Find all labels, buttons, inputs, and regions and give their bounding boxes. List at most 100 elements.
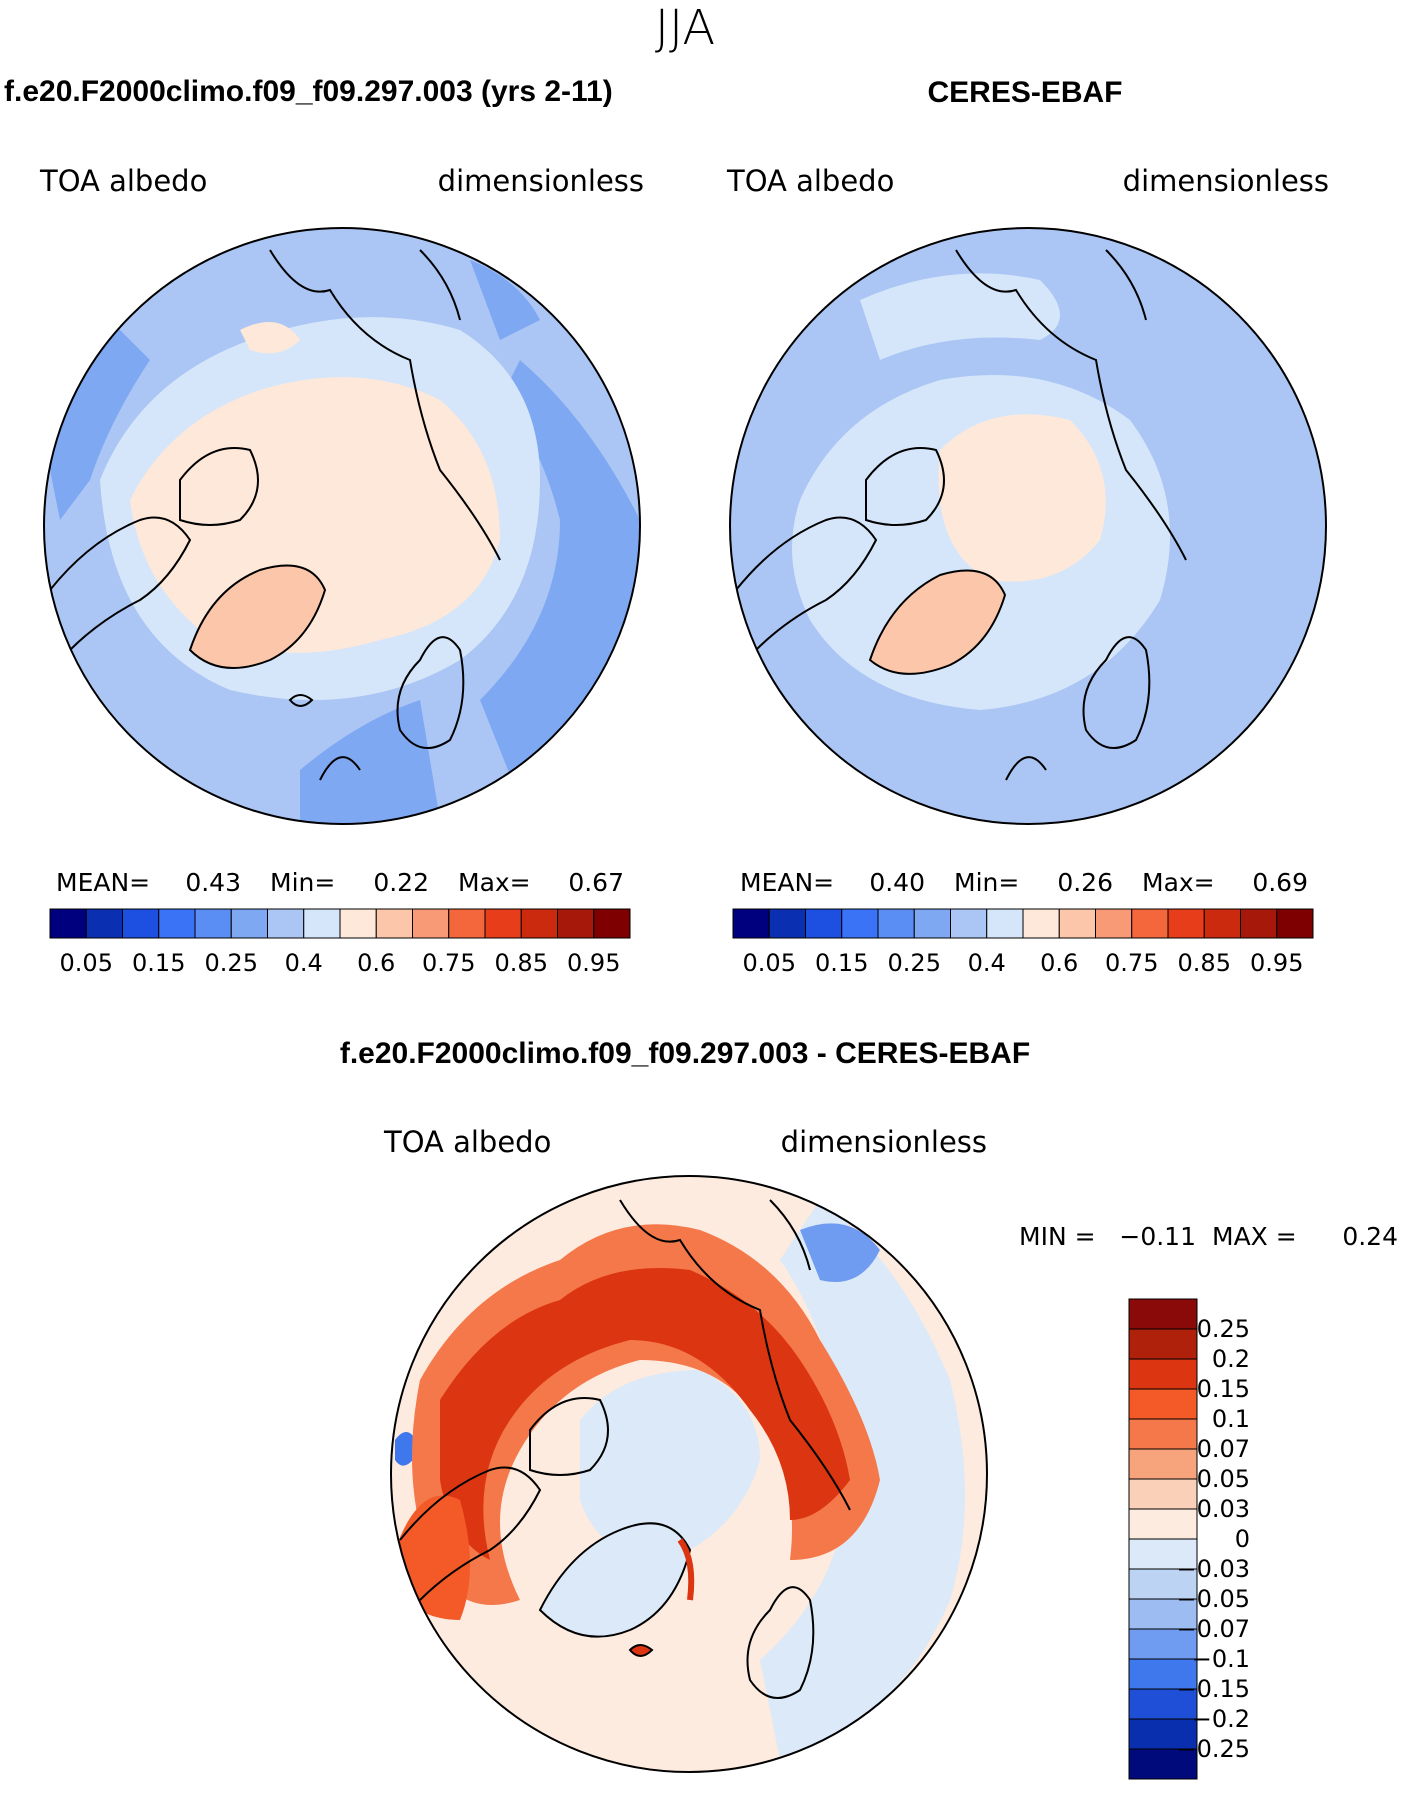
colorbar-swatch [194, 908, 232, 939]
colorbar-swatch [732, 908, 770, 939]
diff-colorbar-tick-label: 0.1 [1212, 1405, 1250, 1433]
colorbar-swatch [412, 908, 450, 939]
stat-max-label: Max= [458, 868, 531, 897]
colorbar-tick-label: 0.75 [1105, 949, 1158, 977]
panel-left-units: dimensionless [438, 164, 644, 198]
panel-left-variable: TOA albedo [39, 164, 207, 198]
stat-min-value: 0.26 [1057, 868, 1113, 897]
stat-min-value: 0.22 [373, 868, 429, 897]
diff-colorbar-tick-label: 0 [1235, 1525, 1250, 1553]
panel-right-stats: MEAN= 0.40 Min= 0.26 Max= 0.69 [740, 868, 1308, 897]
colorbar-right: 0.05 0.15 0.25 0.4 0.6 0.75 0.85 0.95 [732, 908, 1314, 977]
stat-max-value: 0.69 [1252, 868, 1308, 897]
diff-colorbar-swatch [1128, 1688, 1198, 1720]
colorbar-tick-label: 0.6 [1040, 949, 1078, 977]
diff-colorbar-swatch [1128, 1658, 1198, 1690]
diff-colorbar-tick-label: 0.03 [1197, 1495, 1250, 1523]
diff-colorbar-swatch [1128, 1298, 1198, 1330]
panel-left-stats: MEAN= 0.43 Min= 0.22 Max= 0.67 [56, 868, 624, 897]
colorbar-swatch [913, 908, 951, 939]
stat-mean-value: 0.40 [869, 868, 925, 897]
colorbar-tick-label: 0.85 [1178, 949, 1231, 977]
diff-colorbar-swatch [1128, 1328, 1198, 1360]
diff-min-value: −0.11 [1119, 1222, 1196, 1251]
colorbar-swatch [593, 908, 631, 939]
diff-minmax: MIN = −0.11 MAX = 0.24 [1019, 1222, 1398, 1251]
diff-colorbar-tick-label: 0.25 [1197, 1315, 1250, 1343]
colorbar-swatch [986, 908, 1024, 939]
colorbar-swatch [768, 908, 806, 939]
colorbar-swatch [303, 908, 341, 939]
diff-colorbar-tick-label: −0.1 [1192, 1645, 1250, 1673]
colorbar-tick-label: 0.25 [205, 949, 258, 977]
panel-right-units: dimensionless [1123, 164, 1329, 198]
stat-mean-value: 0.43 [185, 868, 241, 897]
colorbar-swatch [805, 908, 843, 939]
map-left [44, 228, 640, 824]
colorbar-swatch [520, 908, 558, 939]
diff-colorbar-tick-label: −0.05 [1176, 1585, 1250, 1613]
map-right-outline [729, 227, 1327, 825]
colorbar-swatch [1058, 908, 1096, 939]
stat-max-value: 0.67 [568, 868, 624, 897]
diff-max-value: 0.24 [1342, 1222, 1398, 1251]
diff-colorbar-tick-label: 0.2 [1212, 1345, 1250, 1373]
colorbar-tick-label: 0.4 [285, 949, 323, 977]
colorbar-swatch [375, 908, 413, 939]
colorbar-swatch [877, 908, 915, 939]
diff-colorbar-tick-label: −0.25 [1176, 1735, 1250, 1763]
panel-left-title: f.e20.F2000climo.f09_f09.297.003 (yrs 2-… [4, 75, 613, 108]
diff-colorbar-swatch [1128, 1508, 1198, 1540]
colorbar-tick-label: 0.15 [815, 949, 868, 977]
diff-colorbar-tick-label: −0.07 [1176, 1615, 1250, 1643]
diff-colorbar-swatch [1128, 1358, 1198, 1390]
colorbar-swatch [1022, 908, 1060, 939]
colorbar-swatch [1240, 908, 1278, 939]
colorbar-swatch [267, 908, 305, 939]
colorbar-swatch [1276, 908, 1314, 939]
map-diff-outline [390, 1175, 988, 1773]
diff-title: f.e20.F2000climo.f09_f09.297.003 - CERES… [340, 1037, 1030, 1070]
colorbar-swatch [339, 908, 377, 939]
colorbar-swatch [1131, 908, 1169, 939]
map-diff [391, 1176, 987, 1772]
map-left-outline [43, 227, 641, 825]
colorbar-tick-label: 0.95 [1250, 949, 1303, 977]
diff-colorbar-tick-label: −0.03 [1176, 1555, 1250, 1583]
diff-max-label: MAX = [1212, 1222, 1297, 1251]
diff-colorbar-swatch [1128, 1448, 1198, 1480]
colorbar-swatch [484, 908, 522, 939]
season-title: JJA [655, 0, 715, 56]
colorbar-swatch [841, 908, 879, 939]
colorbar-swatch [1095, 908, 1133, 939]
panel-right-title: CERES-EBAF [927, 76, 1122, 109]
colorbar-tick-label: 0.05 [743, 949, 796, 977]
diff-colorbar-swatch [1128, 1628, 1198, 1660]
colorbar-tick-label: 0.85 [495, 949, 548, 977]
stat-mean-label: MEAN= [740, 868, 834, 897]
map-right [730, 228, 1326, 824]
diff-colorbar-swatch [1128, 1568, 1198, 1600]
diff-colorbar-swatch [1128, 1718, 1198, 1750]
diff-variable: TOA albedo [383, 1125, 551, 1159]
diff-colorbar-swatch [1128, 1418, 1198, 1450]
colorbar-swatch [49, 908, 87, 939]
colorbar-tick-label: 0.95 [567, 949, 620, 977]
colorbar-swatch [1167, 908, 1205, 939]
diff-colorbar-swatch [1128, 1538, 1198, 1570]
diff-colorbar-tick-label: 0.15 [1197, 1375, 1250, 1403]
colorbar-left: 0.05 0.15 0.25 0.4 0.6 0.75 0.85 0.95 [49, 908, 631, 977]
diff-colorbar-swatch [1128, 1478, 1198, 1510]
colorbar-swatch [85, 908, 123, 939]
diff-colorbar-tick-label: 0.05 [1197, 1465, 1250, 1493]
stat-min-label: Min= [954, 868, 1019, 897]
diff-min-label: MIN = [1019, 1222, 1096, 1251]
colorbar-tick-label: 0.05 [60, 949, 113, 977]
colorbar-swatch [557, 908, 595, 939]
diff-units: dimensionless [781, 1125, 987, 1159]
colorbar-tick-label: 0.25 [888, 949, 941, 977]
colorbar-tick-label: 0.4 [968, 949, 1006, 977]
diff-colorbar-swatch [1128, 1388, 1198, 1420]
colorbar-tick-label: 0.6 [357, 949, 395, 977]
